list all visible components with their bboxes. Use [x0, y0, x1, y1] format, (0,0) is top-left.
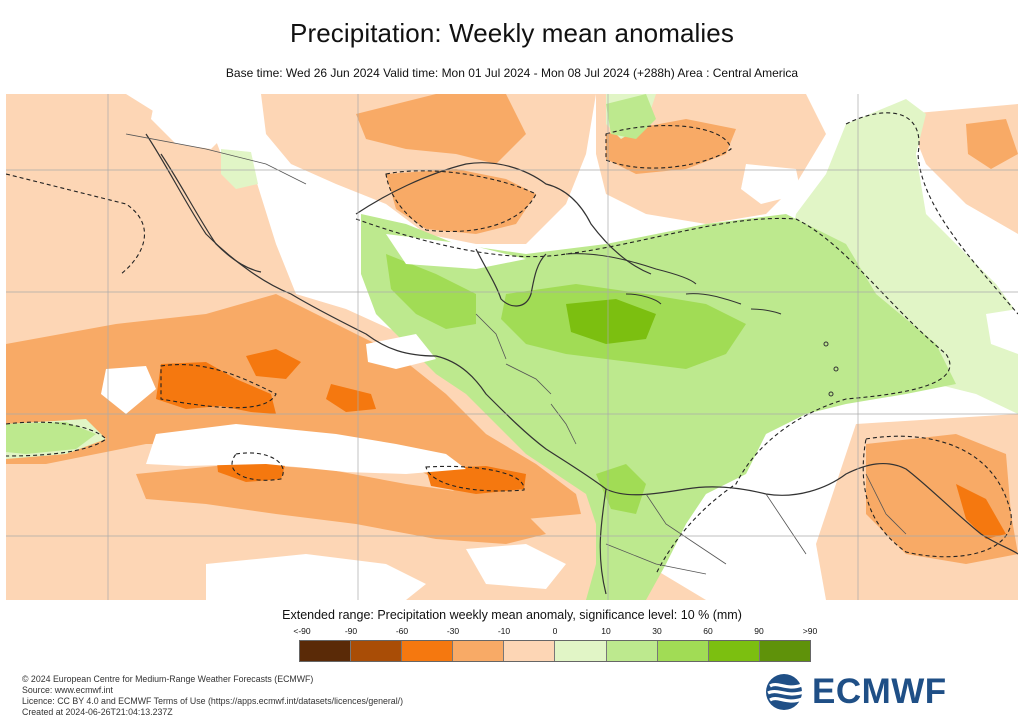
- legend-label: -90: [344, 626, 358, 636]
- source-line: Source: www.ecmwf.int: [22, 685, 113, 695]
- legend-swatch: [708, 641, 760, 661]
- map-canvas: [6, 94, 1018, 600]
- legend-label: <-90: [293, 626, 311, 636]
- legend-label: -60: [395, 626, 409, 636]
- legend-labels: <-90 -90 -60 -30 -10 0 10 30 60 90 >90: [0, 626, 1024, 638]
- anomaly-strong-orange: [156, 349, 1006, 539]
- legend-swatch: [351, 641, 403, 661]
- legend-label: -10: [497, 626, 511, 636]
- legend-swatch: [759, 641, 810, 661]
- legend-swatch: [300, 641, 352, 661]
- coastlines: [145, 133, 1018, 595]
- legend-swatch: [453, 641, 505, 661]
- chart-subtitle: Base time: Wed 26 Jun 2024 Valid time: M…: [225, 66, 799, 80]
- legend-label: -30: [446, 626, 460, 636]
- precipitation-anomaly-map: [6, 94, 1018, 600]
- licence-line: Licence: CC BY 4.0 and ECMWF Terms of Us…: [22, 696, 404, 706]
- country-borders: [125, 133, 907, 575]
- ecmwf-logo-text: ECMWF: [812, 672, 947, 711]
- copyright-line: © 2024 European Centre for Medium-Range …: [22, 674, 314, 684]
- near-zero-regions: [101, 94, 1018, 600]
- footer-credits: © 2024 European Centre for Medium-Range …: [22, 674, 403, 718]
- chart-title: Precipitation: Weekly mean anomalies: [290, 18, 734, 48]
- legend-label: 90: [754, 626, 764, 636]
- legend-swatch: [555, 641, 607, 661]
- legend-title: Extended range: Precipitation weekly mea…: [282, 608, 742, 622]
- legend-label: 0: [552, 626, 558, 636]
- legend-swatch: [657, 641, 709, 661]
- legend-label: >90: [802, 626, 818, 636]
- legend-label: 10: [601, 626, 611, 636]
- created-line: Created at 2024-06-26T21:04:13.237Z: [22, 707, 173, 717]
- legend-swatch: [402, 641, 454, 661]
- legend-label: 30: [652, 626, 662, 636]
- legend-swatch: [606, 641, 658, 661]
- ecmwf-logo: ECMWF: [764, 672, 960, 712]
- legend-label: 60: [703, 626, 713, 636]
- significance-contours: [6, 112, 1018, 575]
- ecmwf-logo-icon: [766, 674, 805, 710]
- legend-colorbar: [299, 640, 811, 662]
- anomaly-dark-green: [566, 299, 656, 344]
- graticule: [6, 94, 1018, 600]
- caribbean-islands: [565, 253, 839, 397]
- legend-swatch: [504, 641, 556, 661]
